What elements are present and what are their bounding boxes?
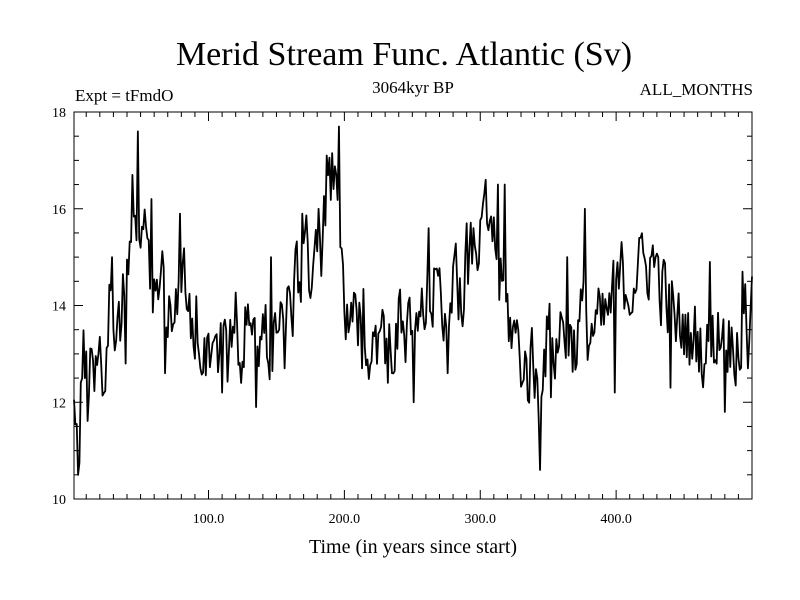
months-label: ALL_MONTHS: [640, 80, 753, 99]
x-tick-label: 400.0: [600, 512, 632, 527]
y-tick-label: 16: [52, 203, 66, 218]
experiment-label: Expt = tFmdO: [75, 86, 173, 105]
y-tick-label: 10: [52, 493, 66, 508]
y-axis: 10 12 14 16 18: [52, 106, 752, 508]
x-tick-label: 200.0: [329, 512, 361, 527]
x-axis-label: Time (in years since start): [309, 536, 517, 558]
chart-title: Merid Stream Func. Atlantic (Sv): [176, 36, 632, 73]
x-tick-label: 100.0: [193, 512, 225, 527]
period-label: 3064kyr BP: [372, 78, 454, 97]
y-tick-label: 18: [52, 106, 66, 121]
x-tick-label: 300.0: [465, 512, 497, 527]
y-tick-label: 12: [52, 396, 66, 411]
x-axis: 100.0 200.0 300.0 400.0: [85, 112, 739, 527]
series-line-amoc: [73, 125, 753, 476]
plot-area: 100.0 200.0 300.0 400.0 10 12 14 16 18: [52, 106, 753, 527]
y-tick-label: 14: [52, 300, 66, 315]
